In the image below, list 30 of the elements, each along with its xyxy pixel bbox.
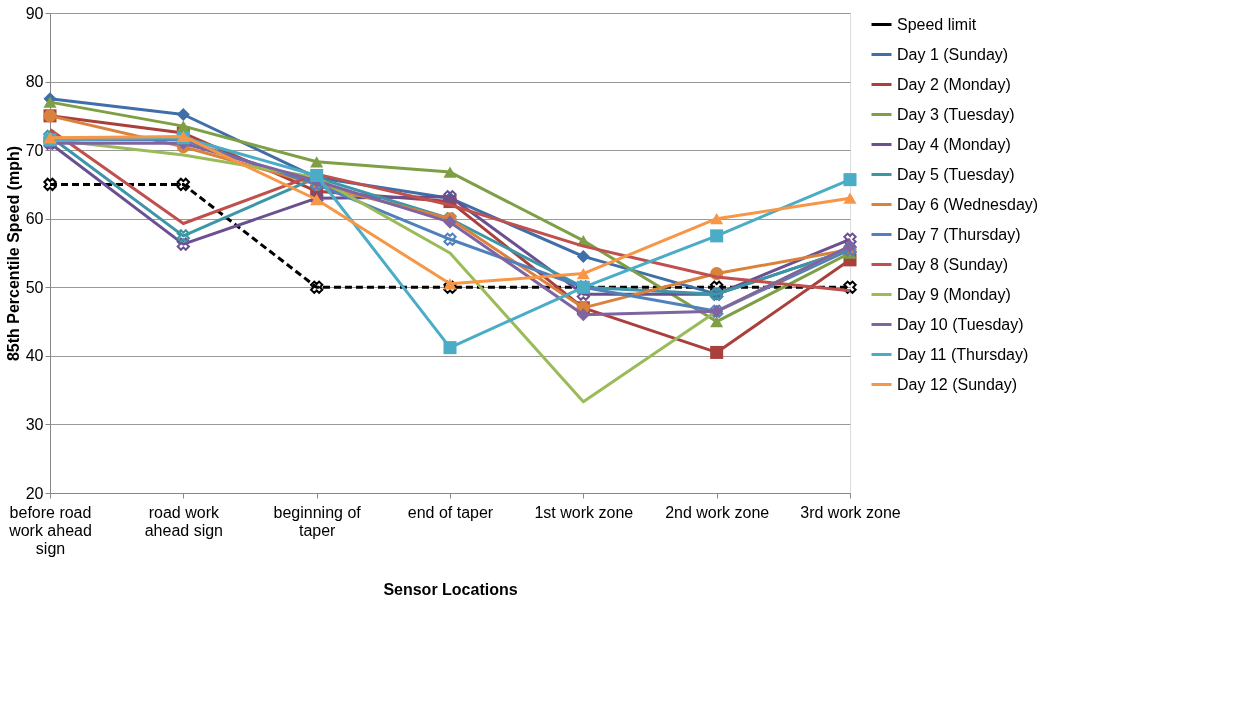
y-tick-label: 60 bbox=[25, 210, 44, 228]
legend-label: Day 3 (Tuesday) bbox=[897, 105, 1015, 123]
legend-label: Day 12 (Sunday) bbox=[897, 375, 1018, 393]
x-axis-title: Sensor Locations bbox=[383, 580, 518, 598]
x-tick-label: before road work ahead sign bbox=[8, 503, 92, 557]
legend-label: Day 5 (Tuesday) bbox=[897, 165, 1015, 183]
x-tick-label: 2nd work zone bbox=[665, 503, 770, 521]
legend-label: Day 4 (Monday) bbox=[897, 135, 1011, 153]
x-tick-label: beginning of taper bbox=[273, 503, 362, 539]
y-tick-label: 20 bbox=[25, 484, 44, 502]
legend-label: Day 11 (Thursday) bbox=[897, 345, 1029, 363]
x-tick-label: road work ahead sign bbox=[144, 503, 223, 539]
legend-label: Day 9 (Monday) bbox=[897, 285, 1011, 303]
legend-label: Day 1 (Sunday) bbox=[897, 45, 1009, 63]
y-tick-label: 40 bbox=[25, 347, 44, 365]
legend-label: Day 6 (Wednesday) bbox=[897, 195, 1039, 213]
x-tick-label: end of taper bbox=[407, 503, 494, 521]
y-tick-label: 90 bbox=[25, 4, 44, 22]
y-tick-label: 50 bbox=[25, 278, 44, 296]
legend-label: Day 8 (Sunday) bbox=[897, 255, 1009, 273]
legend-label: Speed limit bbox=[897, 15, 977, 33]
y-tick-label: 80 bbox=[25, 73, 44, 91]
y-tick-label: 70 bbox=[25, 141, 44, 159]
x-tick-label: 1st work zone bbox=[534, 503, 634, 521]
y-tick-label: 30 bbox=[25, 415, 44, 433]
legend-label: Day 10 (Tuesday) bbox=[897, 315, 1024, 333]
legend-label: Day 2 (Monday) bbox=[897, 75, 1011, 93]
legend-label: Day 7 (Thursday) bbox=[897, 225, 1021, 243]
x-tick-label: 3rd work zone bbox=[800, 503, 901, 521]
y-axis-title: 85th Percentile Speed (mph) bbox=[4, 145, 22, 362]
